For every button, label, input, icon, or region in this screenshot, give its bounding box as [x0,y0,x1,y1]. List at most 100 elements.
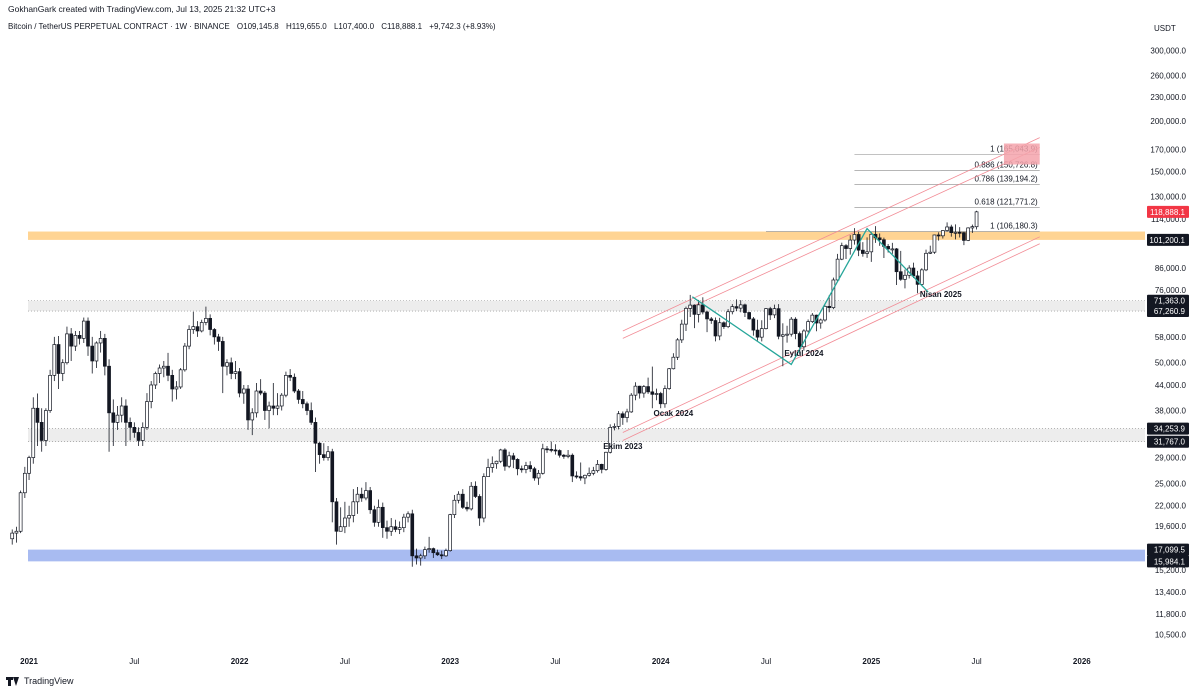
candle-up [376,506,381,523]
candle-up [587,472,591,476]
candle-down [528,465,533,470]
candle-up [945,226,949,231]
candle-down [229,362,234,374]
candle-down [751,318,756,331]
candle-down [701,304,705,313]
symbol-info: Bitcoin / TetherUS PERPETUAL CONTRACT · … [8,22,501,31]
candle-up [10,532,15,540]
x-tick-label: 2022 [231,657,249,666]
x-tick-label: 2023 [441,657,459,666]
candle-down [69,333,73,347]
candle-down [292,376,297,392]
candle-up [726,311,730,328]
tradingview-logo-icon [6,676,20,686]
candle-down [734,306,739,309]
candle-up [848,239,853,249]
y-tick-label: 150,000.0 [1150,167,1186,176]
channel-line [622,137,1040,332]
candle-down [962,232,966,241]
candle-up [52,344,57,376]
annotation-label: Ekim 2023 [603,442,643,451]
channel-line [622,243,1040,441]
candle-up [183,345,187,371]
candle-up [351,501,356,516]
candle-up [625,411,629,418]
candle-up [254,390,259,414]
x-tick-label: 2026 [1073,657,1091,666]
zone-grey-lower [28,428,1145,442]
candle-up [823,306,827,321]
candle-down [545,448,549,451]
currency-label: USDT [1154,24,1176,33]
candle-up [941,230,945,237]
price-label: 34,253.9 [1154,425,1186,434]
candle-up [717,322,722,337]
candle-down [35,407,40,423]
price-label-bg [1147,555,1189,568]
x-tick-label: Jul [550,657,560,666]
candle-down [797,333,802,348]
candle-up [275,405,280,409]
candle-up [27,457,31,474]
price-label: 118,888.1 [1150,208,1186,217]
y-tick-label: 29,000.0 [1155,454,1187,463]
candle-down [334,501,339,532]
candle-down [957,231,962,234]
candle-up [355,493,360,503]
candle-up [498,449,503,462]
candle-up [44,410,48,441]
candle-up [18,492,23,532]
candle-up [456,493,461,501]
candle-down [103,338,107,367]
candle-down [208,318,212,330]
candle-up [482,476,486,519]
candle-up [524,465,528,470]
y-tick-label: 58,000.0 [1155,333,1187,342]
candle-up [65,333,69,364]
y-tick-label: 22,000.0 [1155,502,1187,511]
candle-up [785,333,789,336]
y-tick-label: 230,000.0 [1150,93,1186,102]
fib-label: 0.786 (139,194.2) [975,174,1038,183]
candle-up [835,258,840,281]
candle-down [511,455,516,460]
candle-up [953,231,958,234]
candle-down [136,432,141,441]
candle-up [267,405,271,411]
candle-up [924,252,928,271]
price-label-bg [1147,205,1189,218]
candle-up [772,308,777,316]
candle-down [722,322,726,328]
zone-blue [28,549,1145,562]
candle-down [637,385,642,394]
candle-down [709,318,714,321]
candle-down [77,335,82,339]
candle-up [448,514,452,551]
candle-up [865,251,869,254]
candle-up [494,460,499,465]
candle-down [359,493,364,499]
candle-up [73,335,78,347]
candle-up [869,233,874,253]
candle-up [241,388,246,394]
candle-up [642,386,646,394]
candle-down [515,459,520,470]
candle-down [755,329,760,338]
fib-label: 1 (106,180.3) [990,222,1038,231]
candle-down [898,271,903,280]
y-tick-label: 114,000.0 [1151,215,1187,224]
candle-down [743,304,747,313]
zone-orange [28,231,1145,240]
candle-up [48,375,52,411]
candle-up [140,426,145,441]
candle-up [654,393,659,395]
candle-down [414,555,419,559]
candle-up [153,373,158,386]
wave-line [691,227,929,366]
price-label-bg [1147,305,1189,318]
candle-down [111,412,116,423]
x-tick-label: 2021 [20,657,38,666]
candle-down [220,341,225,367]
candle-up [629,394,634,413]
